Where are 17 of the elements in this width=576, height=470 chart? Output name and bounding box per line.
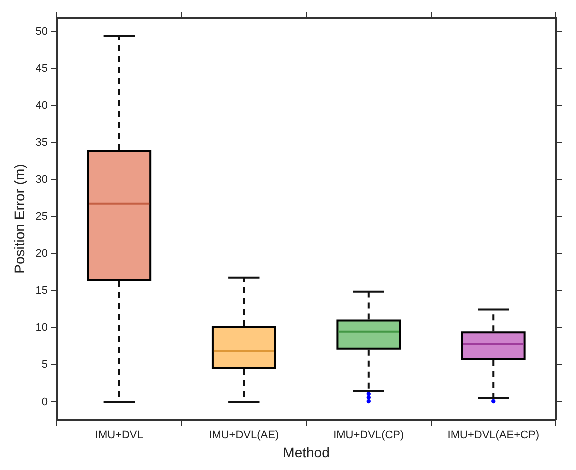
y-tick-label: 50	[36, 26, 48, 38]
x-tick-label: IMU+DVL(CP)	[334, 430, 404, 442]
y-tick-label: 35	[36, 137, 48, 150]
y-tick-label: 15	[36, 285, 48, 298]
y-axis-title: Position Error (m)	[11, 164, 28, 274]
y-tick-label: 20	[36, 248, 48, 260]
y-tick-label: 45	[36, 63, 48, 76]
x-tick-label: IMU+DVL	[95, 430, 144, 442]
y-tick-label: 25	[36, 211, 48, 224]
y-tick-label: 10	[36, 322, 48, 334]
y-tick-label: 30	[36, 174, 48, 186]
x-tick-label: IMU+DVL(AE)	[209, 430, 280, 442]
y-tick-label: 5	[42, 359, 48, 372]
y-tick-label: 0	[42, 396, 48, 408]
y-tick-label: 40	[36, 100, 48, 112]
x-tick-label: IMU+DVL(AE+CP)	[448, 430, 540, 442]
x-axis-title: Method	[283, 444, 330, 460]
